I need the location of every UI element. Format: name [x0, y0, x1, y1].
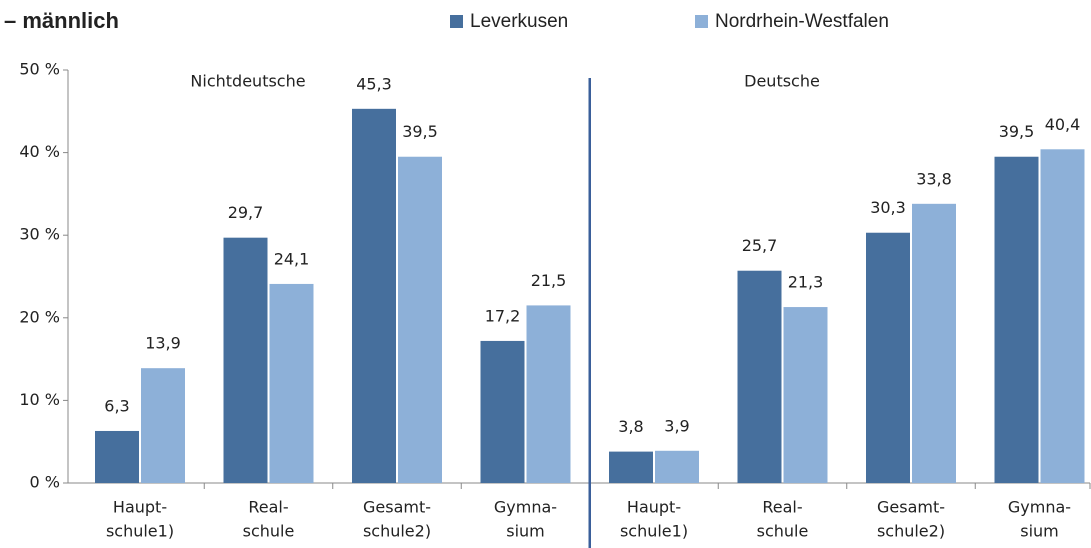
value-label: 21,3 [788, 273, 824, 292]
group-label: Deutsche [744, 72, 820, 91]
x-tick-label: Gymna- [1008, 498, 1071, 517]
value-label: 39,5 [402, 122, 438, 141]
bar [912, 203, 956, 483]
value-label: 17,2 [485, 306, 521, 325]
x-tick-label: Real- [248, 498, 288, 517]
bar [866, 232, 910, 483]
x-tick-label: Gymna- [494, 498, 557, 517]
value-label: 24,1 [274, 249, 310, 268]
value-label: 3,8 [618, 417, 643, 436]
x-tick-label: sium [1020, 522, 1059, 541]
legend-swatch [450, 15, 463, 28]
x-tick-label: schule2) [877, 522, 945, 541]
x-tick-label: Haupt- [113, 498, 167, 517]
group-label: Nichtdeutsche [190, 72, 305, 91]
value-label: 21,5 [531, 271, 567, 290]
bar [737, 270, 782, 483]
bar [783, 307, 828, 483]
value-label: 25,7 [742, 236, 778, 255]
y-tick-label: 30 % [19, 225, 60, 244]
bar [1040, 149, 1085, 483]
value-label: 29,7 [228, 203, 264, 222]
legend-label: Nordrhein-Westfalen [715, 11, 889, 32]
value-label: 30,3 [870, 198, 906, 217]
x-tick-label: schule [757, 522, 809, 541]
y-tick-label: 40 % [19, 142, 60, 161]
bar [994, 156, 1039, 484]
bar [269, 283, 314, 483]
y-tick-label: 10 % [19, 390, 60, 409]
y-tick-label: 0 % [30, 473, 60, 492]
x-tick-label: Gesamt- [877, 498, 945, 517]
x-tick-label: Gesamt- [363, 498, 431, 517]
bar [655, 450, 699, 483]
value-label: 6,3 [104, 396, 129, 415]
legend-swatch [695, 15, 708, 28]
bar [223, 237, 268, 483]
x-tick-label: schule1) [620, 522, 688, 541]
x-tick-label: schule [243, 522, 295, 541]
bar [480, 340, 525, 483]
value-label: 45,3 [356, 74, 392, 93]
x-tick-label: sium [506, 522, 545, 541]
chart-title: – männlich [4, 8, 119, 33]
x-tick-label: Real- [762, 498, 802, 517]
x-tick-label: schule2) [363, 522, 431, 541]
value-label: 33,8 [916, 169, 952, 188]
value-label: 3,9 [664, 416, 689, 435]
y-tick-label: 20 % [19, 307, 60, 326]
bar [352, 108, 396, 484]
bar [526, 305, 571, 483]
bar [141, 368, 185, 483]
value-label: 39,5 [999, 122, 1035, 141]
bar [609, 451, 653, 483]
legend-label: Leverkusen [470, 11, 568, 32]
value-label: 13,9 [145, 334, 181, 353]
y-tick-label: 50 % [19, 60, 60, 79]
bar [398, 156, 442, 484]
x-tick-label: Haupt- [627, 498, 681, 517]
bar [95, 430, 139, 483]
value-label: 40,4 [1045, 115, 1081, 134]
x-tick-label: schule1) [106, 522, 174, 541]
